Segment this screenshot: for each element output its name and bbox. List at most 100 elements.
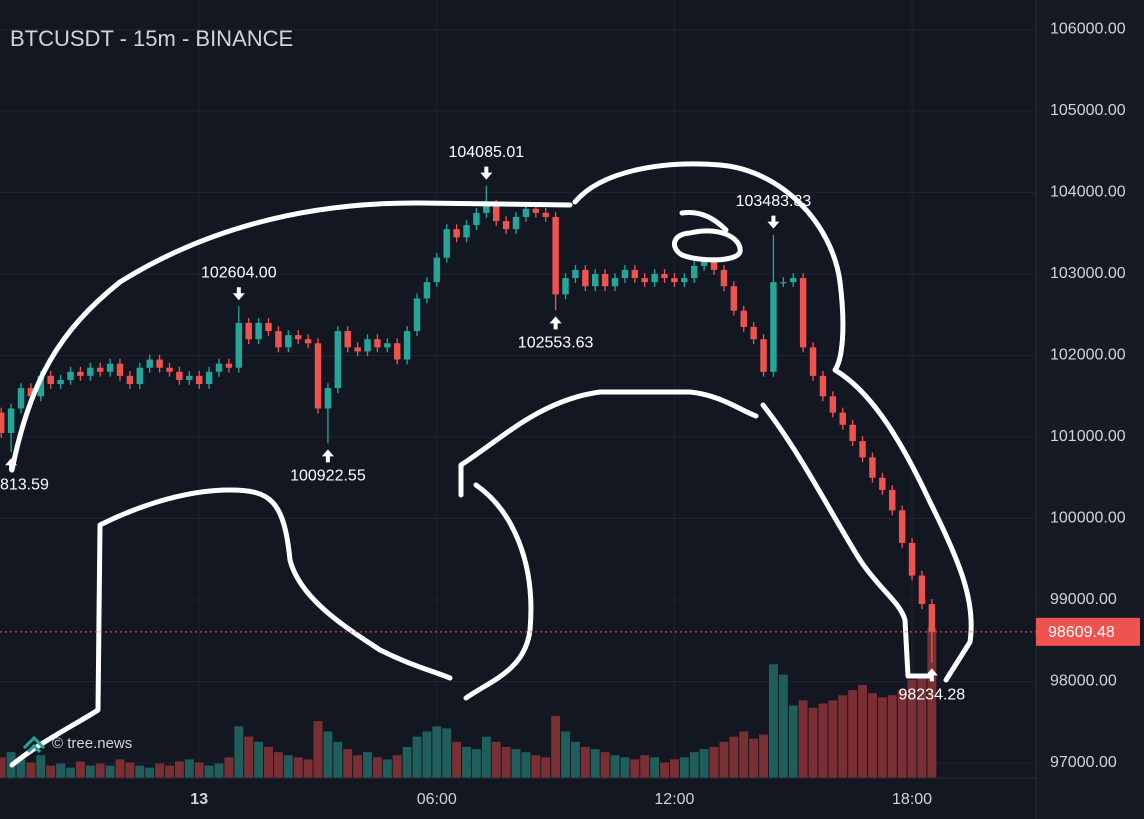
y-tick-label: 98000.00 xyxy=(1050,673,1117,690)
candle-body xyxy=(393,343,401,360)
annotation-label: 100813.59 xyxy=(0,476,49,493)
volume-bar xyxy=(699,749,709,778)
candle-body xyxy=(57,379,64,385)
candle-body xyxy=(780,282,787,284)
y-tick-label: 102000.00 xyxy=(1050,347,1126,364)
candle-body xyxy=(799,278,807,348)
volume-bar xyxy=(511,749,521,778)
candle-body xyxy=(166,367,173,372)
volume-bar xyxy=(867,693,877,778)
volume-bar xyxy=(323,731,333,778)
volume-bar xyxy=(26,762,36,778)
volume-bar xyxy=(887,695,897,778)
volume-bar xyxy=(640,755,650,778)
candle-body xyxy=(215,363,223,372)
volume-bar xyxy=(838,695,848,778)
candle-body xyxy=(354,347,361,352)
candle-body xyxy=(384,343,391,348)
candle-body xyxy=(0,412,5,433)
y-tick-label: 97000.00 xyxy=(1050,754,1117,771)
candle-body xyxy=(96,367,104,372)
volume-bar xyxy=(541,757,551,778)
volume-bar xyxy=(244,736,254,778)
candle-body xyxy=(898,510,906,543)
candle-body xyxy=(562,278,569,295)
candle-body xyxy=(552,216,559,295)
candle-body xyxy=(770,282,777,372)
candle-body xyxy=(918,575,926,605)
candle-body xyxy=(809,347,817,376)
candle-body xyxy=(928,604,936,632)
candle-body xyxy=(294,335,302,340)
drawing-stroke xyxy=(760,402,933,679)
candle-body xyxy=(453,229,460,238)
volume-bar xyxy=(95,763,105,778)
volume-bar xyxy=(16,759,26,778)
candle-body xyxy=(126,375,134,385)
volume-bar xyxy=(0,757,6,778)
volume-bar xyxy=(214,763,224,778)
volume-bar xyxy=(422,731,432,778)
annotation-arrow xyxy=(480,166,493,180)
candle-body xyxy=(572,269,579,279)
candle-body xyxy=(819,375,827,397)
candle-body xyxy=(225,363,233,368)
volume-bar xyxy=(551,715,561,778)
volume-bar xyxy=(561,731,570,778)
volume-bar xyxy=(333,741,343,778)
drawing-stroke xyxy=(463,482,534,701)
annotation-arrow xyxy=(767,215,780,229)
volume-bar xyxy=(155,763,165,778)
drawing-stroke xyxy=(9,200,573,473)
volume-bar xyxy=(353,755,363,778)
volume-bar xyxy=(669,759,679,778)
annotation-label: 100922.55 xyxy=(290,468,366,485)
volume-bar xyxy=(768,664,778,778)
candle-body xyxy=(700,261,708,266)
volume-bar xyxy=(580,746,590,778)
candle-body xyxy=(116,363,124,376)
volume-bar xyxy=(570,741,580,778)
candle-body xyxy=(285,335,292,348)
annotation-arrow xyxy=(549,316,562,330)
volume-bar xyxy=(343,749,353,778)
candle-body xyxy=(37,375,45,397)
candle-body xyxy=(720,269,728,287)
volume-bar xyxy=(778,674,788,778)
candle-body xyxy=(47,375,54,385)
candle-body xyxy=(542,212,549,217)
watermark-text: © tree.news xyxy=(52,735,132,752)
volume-bar xyxy=(590,749,600,778)
candle-body xyxy=(710,261,718,270)
y-tick-label: 100000.00 xyxy=(1050,510,1126,527)
candle-body xyxy=(601,274,609,287)
y-tick-label: 104000.00 xyxy=(1050,184,1126,201)
drawing-stroke xyxy=(9,487,453,768)
candle-body xyxy=(314,343,322,409)
volume-bar xyxy=(234,726,244,778)
candle-body xyxy=(760,339,767,372)
candle-body xyxy=(908,542,916,576)
volume-bar xyxy=(402,746,412,778)
candle-body xyxy=(195,375,203,385)
candle-body xyxy=(87,367,94,376)
drawing-stroke xyxy=(679,209,729,233)
volume-bar xyxy=(283,755,293,778)
candle-body xyxy=(790,278,797,283)
volume-bar xyxy=(917,674,927,778)
volume-bar xyxy=(363,752,372,778)
candle-body xyxy=(77,371,84,376)
annotation-label: 102553.63 xyxy=(518,335,594,352)
volume-bar xyxy=(75,761,85,778)
volume-bar xyxy=(877,697,887,778)
candle-body xyxy=(651,274,658,283)
candle-body xyxy=(7,408,15,433)
volume-layer xyxy=(0,628,937,778)
candle-body xyxy=(730,286,738,311)
drawing-stroke xyxy=(672,228,743,263)
candle-body xyxy=(483,204,490,213)
annotation-label: 102604.00 xyxy=(201,264,277,281)
volume-bar xyxy=(610,755,620,778)
candle-body xyxy=(691,265,698,279)
